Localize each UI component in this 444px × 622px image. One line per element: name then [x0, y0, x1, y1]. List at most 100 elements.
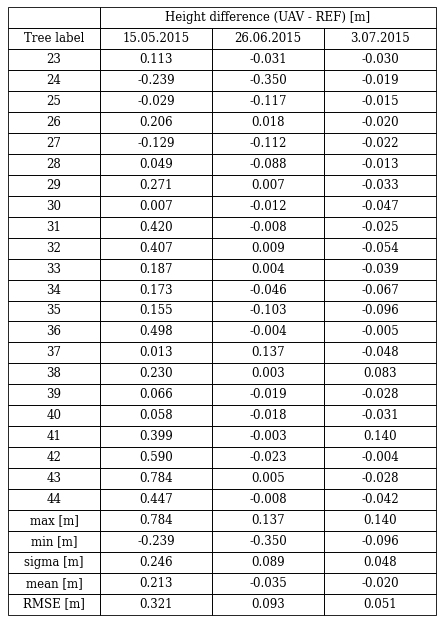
Text: -0.015: -0.015 — [361, 95, 399, 108]
Bar — [8, 552, 100, 573]
Bar — [324, 217, 436, 238]
Text: 33: 33 — [47, 262, 62, 276]
Bar — [8, 175, 100, 196]
Bar — [8, 70, 100, 91]
Text: 0.051: 0.051 — [363, 598, 397, 611]
Text: 41: 41 — [47, 430, 61, 443]
Bar — [324, 196, 436, 217]
Bar — [100, 593, 212, 615]
Bar — [212, 112, 324, 133]
Bar — [100, 405, 212, 426]
Text: 40: 40 — [47, 409, 62, 422]
Bar — [212, 91, 324, 112]
Text: -0.088: -0.088 — [250, 158, 287, 171]
Text: 25: 25 — [47, 95, 61, 108]
Text: 0.447: 0.447 — [139, 493, 173, 506]
Text: Tree label: Tree label — [24, 32, 84, 45]
Bar — [212, 217, 324, 238]
Bar — [212, 238, 324, 259]
Text: 0.018: 0.018 — [251, 116, 285, 129]
Bar — [100, 175, 212, 196]
Text: 0.013: 0.013 — [139, 346, 173, 360]
Text: -0.029: -0.029 — [137, 95, 175, 108]
Text: 27: 27 — [47, 137, 61, 150]
Bar — [212, 489, 324, 510]
Text: 0.590: 0.590 — [139, 451, 173, 464]
Text: 28: 28 — [47, 158, 61, 171]
Text: -0.005: -0.005 — [361, 325, 399, 338]
Bar — [324, 29, 436, 49]
Bar — [8, 7, 100, 29]
Text: -0.004: -0.004 — [361, 451, 399, 464]
Bar — [212, 342, 324, 363]
Text: 30: 30 — [47, 200, 62, 213]
Text: max [m]: max [m] — [30, 514, 79, 527]
Text: -0.020: -0.020 — [361, 116, 399, 129]
Bar — [324, 593, 436, 615]
Bar — [212, 573, 324, 593]
Bar — [212, 405, 324, 426]
Bar — [100, 259, 212, 280]
Text: 0.005: 0.005 — [251, 472, 285, 485]
Bar — [212, 468, 324, 489]
Text: 0.137: 0.137 — [251, 514, 285, 527]
Bar — [212, 426, 324, 447]
Bar — [324, 384, 436, 405]
Text: -0.028: -0.028 — [361, 472, 399, 485]
Bar — [212, 133, 324, 154]
Text: -0.028: -0.028 — [361, 388, 399, 401]
Bar — [8, 531, 100, 552]
Bar — [8, 238, 100, 259]
Bar — [324, 112, 436, 133]
Bar — [324, 489, 436, 510]
Text: 0.271: 0.271 — [139, 179, 173, 192]
Text: 0.407: 0.407 — [139, 242, 173, 254]
Text: 23: 23 — [47, 53, 61, 67]
Text: -0.020: -0.020 — [361, 577, 399, 590]
Bar — [8, 280, 100, 300]
Bar — [8, 112, 100, 133]
Text: -0.103: -0.103 — [250, 305, 287, 317]
Text: 0.784: 0.784 — [139, 514, 173, 527]
Text: 0.246: 0.246 — [139, 555, 173, 569]
Text: -0.350: -0.350 — [250, 74, 287, 87]
Bar — [212, 175, 324, 196]
Text: min [m]: min [m] — [31, 535, 77, 548]
Bar — [212, 259, 324, 280]
Text: -0.350: -0.350 — [250, 535, 287, 548]
Bar — [100, 133, 212, 154]
Bar — [212, 29, 324, 49]
Text: 38: 38 — [47, 368, 61, 380]
Bar — [100, 7, 436, 29]
Text: -0.008: -0.008 — [250, 221, 287, 234]
Bar — [324, 70, 436, 91]
Bar — [100, 238, 212, 259]
Text: 0.089: 0.089 — [251, 555, 285, 569]
Text: 0.003: 0.003 — [251, 368, 285, 380]
Text: 44: 44 — [47, 493, 62, 506]
Text: 26.06.2015: 26.06.2015 — [235, 32, 302, 45]
Bar — [100, 342, 212, 363]
Text: Height difference (UAV - REF) [m]: Height difference (UAV - REF) [m] — [166, 11, 371, 24]
Text: 0.093: 0.093 — [251, 598, 285, 611]
Text: 0.137: 0.137 — [251, 346, 285, 360]
Text: -0.112: -0.112 — [250, 137, 287, 150]
Bar — [212, 552, 324, 573]
Bar — [8, 363, 100, 384]
Text: 31: 31 — [47, 221, 61, 234]
Bar — [100, 363, 212, 384]
Text: 0.321: 0.321 — [139, 598, 173, 611]
Bar — [8, 384, 100, 405]
Text: -0.031: -0.031 — [361, 409, 399, 422]
Bar — [212, 70, 324, 91]
Bar — [100, 447, 212, 468]
Bar — [8, 573, 100, 593]
Bar — [324, 426, 436, 447]
Text: -0.048: -0.048 — [361, 346, 399, 360]
Text: -0.031: -0.031 — [250, 53, 287, 67]
Text: 42: 42 — [47, 451, 61, 464]
Bar — [8, 322, 100, 342]
Bar — [8, 468, 100, 489]
Text: 0.066: 0.066 — [139, 388, 173, 401]
Bar — [324, 552, 436, 573]
